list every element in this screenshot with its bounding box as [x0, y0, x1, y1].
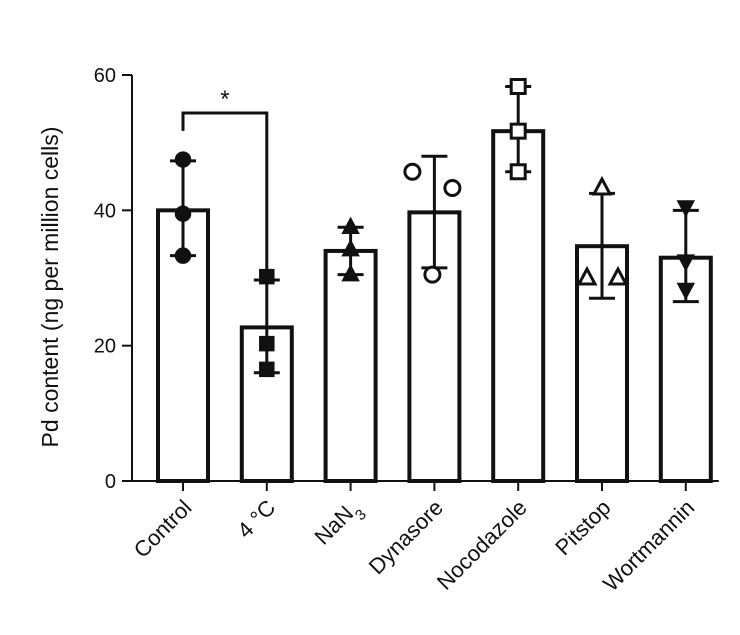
data-point — [341, 216, 360, 234]
data-point — [676, 200, 696, 218]
data-point — [174, 247, 192, 264]
data-point — [403, 162, 422, 181]
category-label: Control — [129, 495, 197, 563]
data-point — [676, 254, 696, 272]
data-point — [607, 265, 629, 286]
data-point — [576, 265, 598, 286]
category-label: 4 °C — [232, 495, 280, 543]
bar — [491, 129, 546, 483]
data-point — [174, 205, 192, 222]
data-points — [174, 78, 696, 378]
bar — [323, 248, 378, 483]
data-point — [341, 238, 360, 257]
data-point — [423, 265, 442, 284]
data-point — [443, 179, 462, 198]
y-tick-label: 40 — [94, 200, 116, 222]
data-point — [174, 151, 192, 168]
category-label: Pitstop — [550, 495, 615, 560]
data-point — [509, 163, 527, 181]
bar — [156, 208, 210, 483]
data-point — [509, 78, 527, 96]
category-label: Wortmannin — [598, 495, 699, 596]
data-point — [509, 122, 527, 140]
significance-bracket — [181, 111, 269, 273]
y-tick-label: 0 — [105, 471, 116, 493]
data-point — [591, 175, 613, 196]
category-label: Dynasore — [364, 495, 448, 579]
y-axis: 0 20 40 60 — [94, 65, 133, 493]
y-tick-label: 60 — [94, 65, 116, 87]
category-label: Nocodazole — [432, 495, 532, 595]
data-point — [259, 335, 275, 352]
data-point — [676, 282, 696, 301]
y-axis-label: Pd content (ng per million cells) — [37, 127, 63, 448]
significance-annotations: * — [181, 86, 269, 273]
data-point — [341, 264, 360, 282]
y-tick-label: 20 — [94, 336, 116, 358]
significance-label: * — [220, 86, 229, 113]
bars — [156, 129, 713, 484]
category-label: NaN3 — [309, 495, 369, 555]
data-point — [259, 361, 275, 378]
